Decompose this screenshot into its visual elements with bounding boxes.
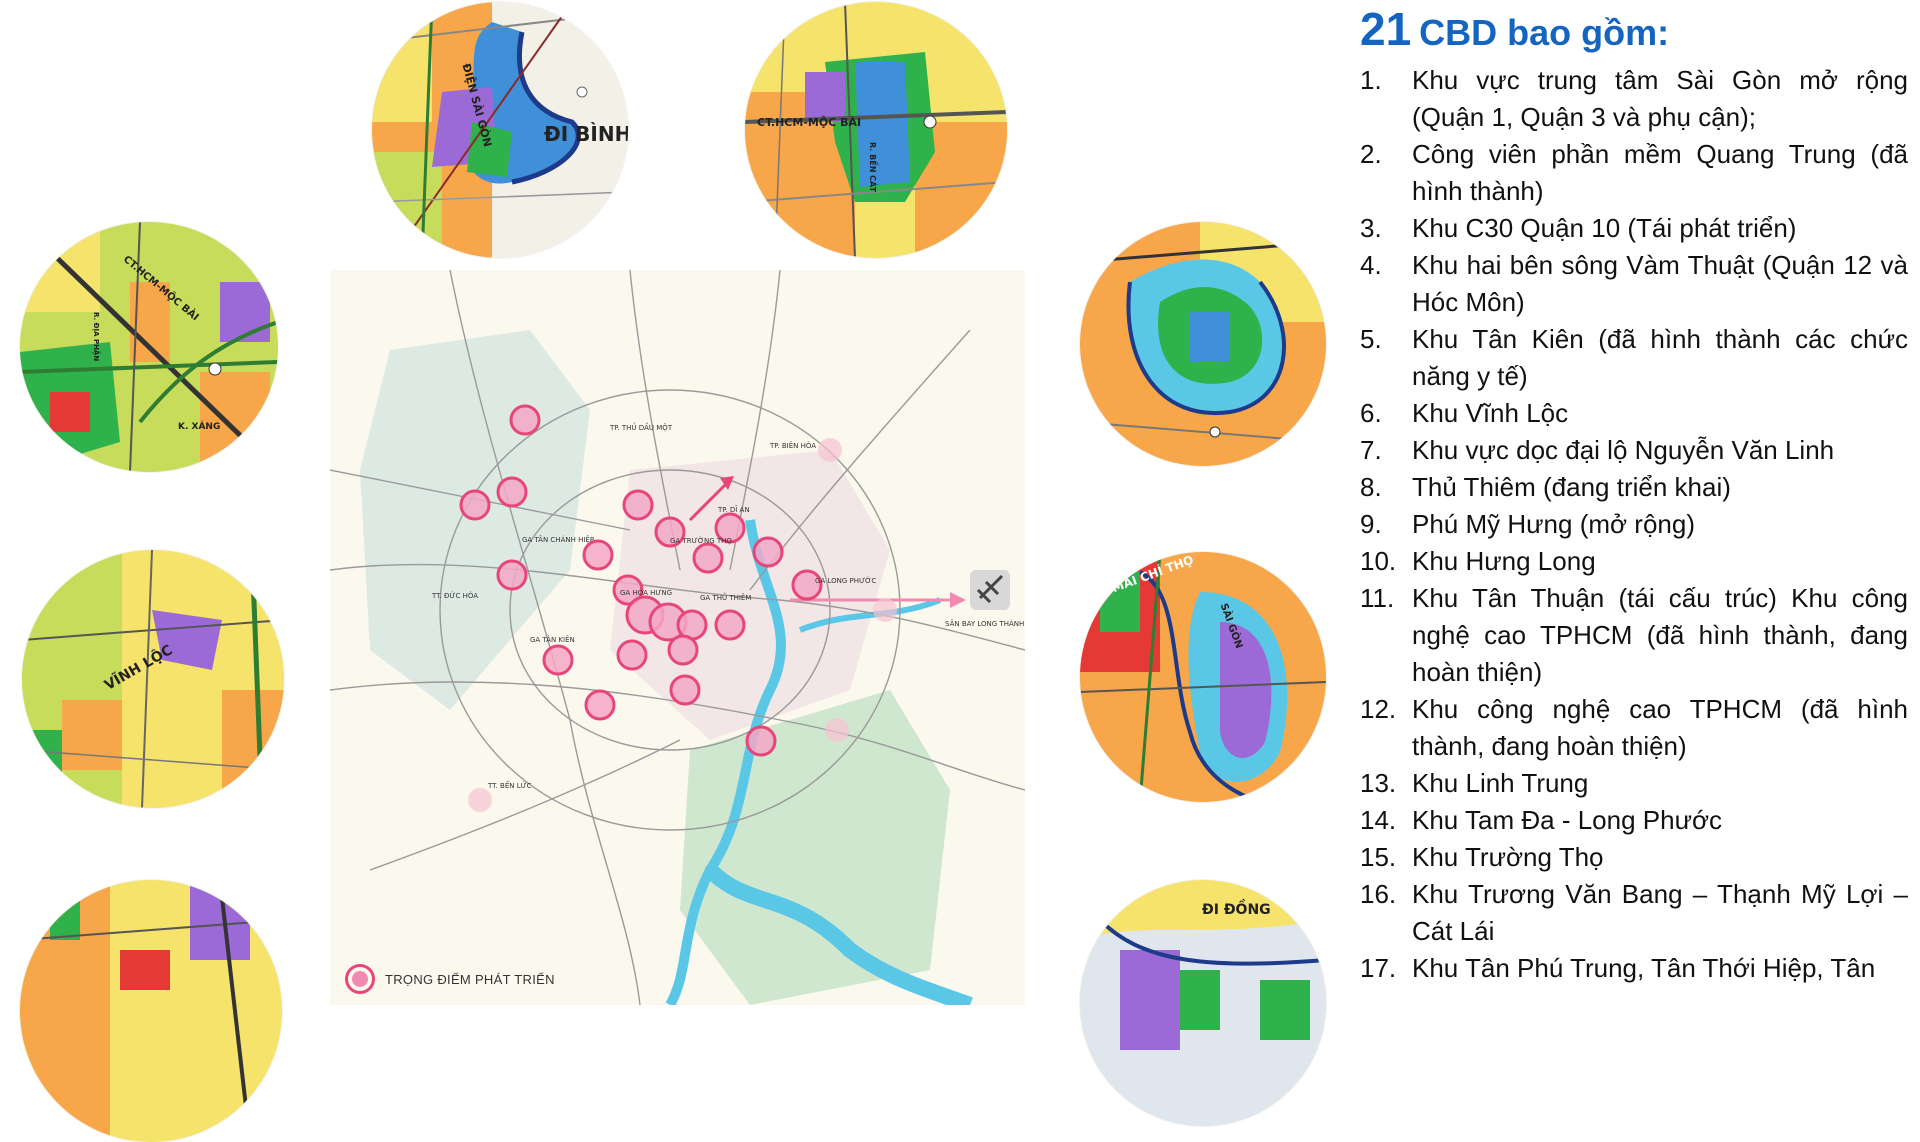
cbd-item-text: Khu Hưng Long: [1412, 546, 1596, 576]
title-number: 21: [1360, 3, 1412, 55]
cbd-item-text: Khu vực dọc đại lộ Nguyễn Văn Linh: [1412, 435, 1835, 465]
cbd-item-number: 4.: [1360, 250, 1382, 280]
zoom-circle-right-bottom: ĐI ĐỒNG: [1080, 880, 1326, 1126]
cbd-list-item: 17. Khu Tân Phú Trung, Tân Thới Hiệp, Tân: [1360, 950, 1908, 987]
cbd-item-text: Thủ Thiêm (đang triển khai): [1412, 472, 1731, 502]
cbd-item-number: 3.: [1360, 213, 1382, 243]
cbd-item-number: 5.: [1360, 324, 1382, 354]
zoom-circle-left-upper: CT.HCM-MỘC BÀI R. ĐỊA PHẬN K. XÁNG: [20, 222, 278, 472]
cbd-item-number: 12.: [1360, 694, 1397, 724]
cbd-list-item: 2. Công viên phần mềm Quang Trung (đã hìn…: [1360, 136, 1908, 210]
label-r-dia-phan: R. ĐỊA PHẬN: [92, 312, 100, 362]
label-ga-truong-tho: GA TRƯỜNG THỌ: [670, 536, 732, 545]
cbd-item-text: Khu Tam Đa - Long Phước: [1412, 805, 1723, 835]
cbd-item-text: Khu vực trung tâm Sài Gòn mở rộng (Quận …: [1412, 65, 1908, 132]
zoom-circle-top-right: CT.HCM-MỘC BÀI R. BẾN CÁT: [745, 2, 1007, 258]
label-ga-hoa-hung: GA HÒA HƯNG: [620, 588, 672, 597]
cbd-item-number: 15.: [1360, 842, 1397, 872]
zoom-circle-right-upper: [1080, 222, 1326, 466]
cbd-list-item: 4. Khu hai bên sông Vàm Thuật (Quận 12 và…: [1360, 247, 1908, 321]
cbd-list-item: 1. Khu vực trung tâm Sài Gòn mở rộng (Quậ…: [1360, 62, 1908, 136]
label-tp-bien-hoa: TP. BIÊN HÒA: [769, 441, 816, 450]
cbd-list-item: 15. Khu Trường Thọ: [1360, 839, 1908, 876]
cbd-item-number: 6.: [1360, 398, 1382, 428]
airplane-icon: [970, 570, 1010, 610]
cbd-item-number: 1.: [1360, 65, 1382, 95]
zoom-circle-left-middle: VĨNH LỘC: [22, 550, 284, 808]
cbd-item-text: Khu C30 Quận 10 (Tái phát triển): [1412, 213, 1797, 243]
zoom-circle-top-left: ĐIỆN SÀI GÒN ĐI BÌNH: [372, 2, 628, 258]
cbd-list-item: 6. Khu Vĩnh Lộc: [1360, 395, 1908, 432]
label-tt-duc-hoa: TT. ĐỨC HÒA: [431, 591, 478, 600]
cbd-panel: 21 CBD bao gồm: 1. Khu vực trung tâm Sài G…: [1360, 6, 1908, 987]
cbd-list-item: 13. Khu Linh Trung: [1360, 765, 1908, 802]
cbd-list-item: 10. Khu Hưng Long: [1360, 543, 1908, 580]
legend-label: TRỌNG ĐIỂM PHÁT TRIỂN: [385, 971, 555, 987]
label-ct-moc-bai-top: CT.HCM-MỘC BÀI: [757, 116, 862, 129]
label-ga-tan-kien: GA TÂN KIÊN: [530, 635, 575, 644]
cbd-item-number: 9.: [1360, 509, 1382, 539]
cbd-list-item: 8. Thủ Thiêm (đang triển khai): [1360, 469, 1908, 506]
cbd-item-text: Khu hai bên sông Vàm Thuật (Quận 12 và H…: [1412, 250, 1908, 317]
cbd-list-item: 11. Khu Tân Thuận (tái cấu trúc) Khu công…: [1360, 580, 1908, 691]
title-text: CBD bao gồm:: [1419, 12, 1670, 53]
cbd-list: 1. Khu vực trung tâm Sài Gòn mở rộng (Quậ…: [1360, 62, 1908, 987]
hcmc-overview-map: TP. THỦ DẦU MỘT TP. BIÊN HÒA TP. DĨ AN G…: [329, 269, 1026, 1013]
label-ga-long-phuoc: GA LONG PHƯỚC: [815, 576, 876, 585]
cbd-item-number: 8.: [1360, 472, 1382, 502]
cbd-item-number: 7.: [1360, 435, 1382, 465]
cbd-list-item: 12. Khu công nghệ cao TPHCM (đã hình thàn…: [1360, 691, 1908, 765]
cbd-item-number: 10.: [1360, 546, 1397, 576]
label-r-ben-cat: R. BẾN CÁT: [868, 142, 877, 193]
cbd-item-text: Khu Tân Phú Trung, Tân Thới Hiệp, Tân: [1412, 953, 1876, 983]
cbd-list-item: 16. Khu Trương Văn Bang – Thạnh Mỹ Lợi – …: [1360, 876, 1908, 950]
cbd-item-number: 14.: [1360, 805, 1397, 835]
label-tp-thu-dau-mot: TP. THỦ DẦU MỘT: [609, 422, 673, 432]
cbd-item-text: Phú Mỹ Hưng (mở rộng): [1412, 509, 1695, 539]
cbd-item-text: Khu Tân Thuận (tái cấu trúc) Khu công ng…: [1412, 583, 1908, 687]
cbd-list-item: 5. Khu Tân Kiên (đã hình thành các chức n…: [1360, 321, 1908, 395]
label-di-binh: ĐI BÌNH: [544, 122, 628, 146]
cbd-list-item: 9. Phú Mỹ Hưng (mở rộng): [1360, 506, 1908, 543]
zoom-circle-right-middle: MAI CHÍ THỌ SÀI GÒN: [1080, 552, 1326, 802]
cbd-item-text: Khu Trường Thọ: [1412, 842, 1604, 872]
cbd-list-item: 7. Khu vực dọc đại lộ Nguyễn Văn Linh: [1360, 432, 1908, 469]
zoom-circle-left-bottom: [20, 880, 282, 1142]
label-ga-thu-thiem: GA THỦ THIÊM: [700, 592, 751, 602]
label-tp-di-an: TP. DĨ AN: [717, 505, 750, 514]
cbd-item-text: Khu Tân Kiên (đã hình thành các chức năn…: [1412, 324, 1908, 391]
cbd-item-text: Khu công nghệ cao TPHCM (đã hình thành, …: [1412, 694, 1908, 761]
cbd-item-text: Công viên phần mềm Quang Trung (đã hình …: [1412, 139, 1908, 206]
label-tt-ben-luc: TT. BẾN LỨC: [487, 780, 532, 790]
cbd-item-number: 17.: [1360, 953, 1397, 983]
cbd-item-text: Khu Trương Văn Bang – Thạnh Mỹ Lợi – Cát…: [1412, 879, 1908, 946]
cbd-list-item: 3. Khu C30 Quận 10 (Tái phát triển): [1360, 210, 1908, 247]
label-di-dong: ĐI ĐỒNG: [1202, 902, 1271, 918]
label-san-bay-long-thanh: SÂN BAY LONG THÀNH: [945, 619, 1024, 628]
label-k-xang: K. XÁNG: [178, 422, 221, 432]
map-legend: TRỌNG ĐIỂM PHÁT TRIỂN: [345, 962, 555, 996]
cbd-item-number: 11.: [1360, 583, 1395, 613]
cbd-list-item: 14. Khu Tam Đa - Long Phước: [1360, 802, 1908, 839]
cbd-item-text: Khu Linh Trung: [1412, 768, 1589, 798]
cbd-item-number: 13.: [1360, 768, 1397, 798]
cbd-item-number: 2.: [1360, 139, 1382, 169]
cbd-item-text: Khu Vĩnh Lộc: [1412, 398, 1569, 428]
hotspot-marker-icon: [345, 964, 375, 994]
cbd-item-number: 16.: [1360, 879, 1397, 909]
panel-title: 21 CBD bao gồm:: [1360, 6, 1908, 52]
label-ga-tan-chanh-hiep: GA TÂN CHÁNH HIỆP: [522, 535, 594, 544]
